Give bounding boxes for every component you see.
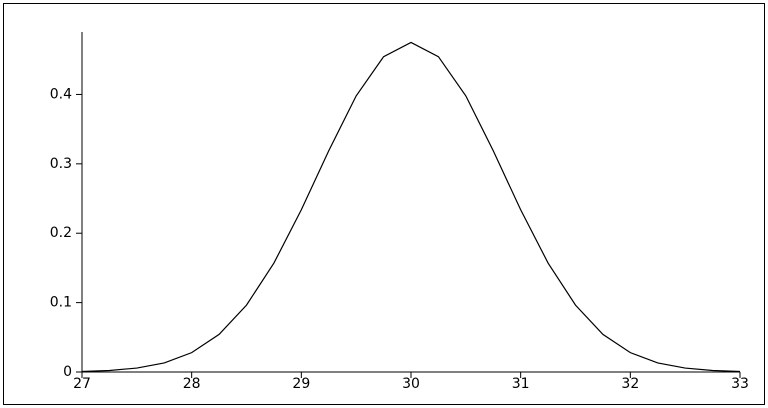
y-tick-label: 0.2: [50, 225, 72, 241]
x-tick-label: 31: [512, 376, 530, 392]
y-tick-label: 0.4: [50, 86, 72, 102]
x-tick-label: 30: [402, 376, 420, 392]
y-tick-label: 0: [63, 364, 72, 380]
x-tick-label: 33: [731, 376, 749, 392]
x-tick-label: 28: [183, 376, 201, 392]
x-tick-label: 32: [621, 376, 639, 392]
x-tick-label: 29: [292, 376, 310, 392]
x-tick-label: 27: [73, 376, 91, 392]
frame: [3, 3, 765, 405]
y-tick-label: 0.3: [50, 156, 72, 172]
line: [81, 41, 741, 373]
y-tick-label: 0.1: [50, 295, 72, 311]
